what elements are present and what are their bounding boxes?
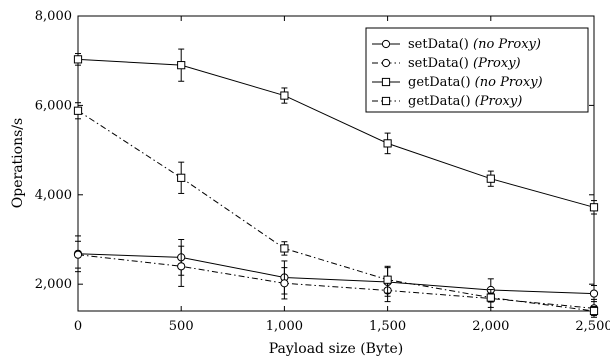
legend-marker [381,39,391,49]
y-axis-title: Operations/s [10,118,26,208]
x-tick-label: 1,000 [266,319,303,334]
x-tick-label: 2,500 [575,319,610,334]
legend-label: getData() (Proxy) [408,94,522,109]
data-point [486,293,495,302]
data-point [280,244,289,253]
series-2 [73,48,599,215]
tick-labels: 0 500 1,000 1,500 2,000 2,500 2,000 4,000 6,000 8… [35,9,610,334]
x-tick-label: 0 [74,319,82,334]
legend-entry-0: setData() (no Proxy) [372,37,541,52]
y-tick-label: 4,000 [35,188,72,203]
legend-label: setData() (Proxy) [408,56,521,71]
x-tick-label: 2,000 [472,319,509,334]
data-point [177,262,186,271]
data-point [589,203,599,212]
legend-series-note: (no Proxy) [475,75,543,90]
legend-series-name: setData() [408,37,473,52]
legend-marker [381,77,391,87]
legend-entry-1: setData() (Proxy) [372,56,521,71]
legend: setData() (no Proxy)setData() (Proxy)get… [365,27,589,113]
data-point [280,279,289,288]
y-tick-label: 6,000 [35,98,72,113]
legend-series-name: getData() [408,94,475,109]
x-tick-label: 1,500 [369,319,406,334]
legend-label: getData() (no Proxy) [408,75,543,90]
legend-series-name: setData() [408,56,473,71]
data-point [486,174,495,183]
series-3 [73,102,599,316]
plot-frame [77,15,595,312]
y-tick-label: 8,000 [35,9,72,24]
data-point [73,106,83,115]
series-line [77,58,595,208]
x-tick-label: 500 [169,319,194,334]
data-point [383,139,392,148]
data-point [589,306,599,316]
data-point [73,250,83,259]
legend-entry-3: getData() (Proxy) [372,94,522,109]
y-tick-label: 2,000 [35,277,72,292]
data-point [177,173,186,182]
series-0 [73,235,599,303]
legend-series-name: getData() [408,75,475,90]
legend-box [365,27,589,113]
legend-label: setData() (no Proxy) [408,37,541,52]
data-point [589,289,599,298]
legend-series-note: (Proxy) [473,56,521,71]
legend-entry-2: getData() (no Proxy) [372,75,543,90]
legend-marker [381,96,391,106]
x-axis-title: Payload size (Byte) [269,341,404,357]
series-line [77,110,595,312]
series-line [77,254,595,309]
data-point [383,275,392,284]
legend-series-note: (Proxy) [475,94,523,109]
data-point [280,91,289,100]
series-layer [73,48,599,318]
data-point [73,55,83,64]
legend-marker [381,58,391,68]
legend-series-note: (no Proxy) [473,37,541,52]
data-point [177,61,186,70]
series-line [77,253,595,295]
